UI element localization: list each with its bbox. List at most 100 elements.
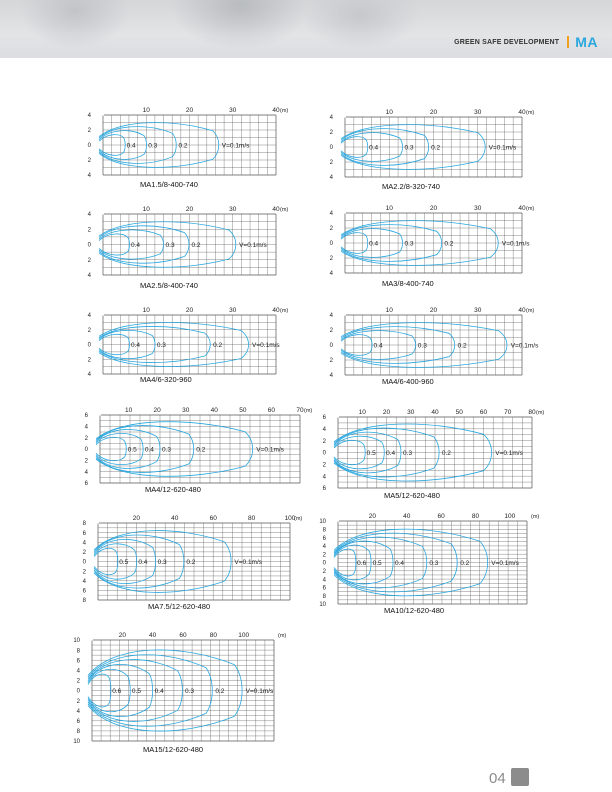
x-tick-label: 30 (407, 409, 415, 416)
throw-pattern-chart: 10 20 30 40 (m) 4 2 0 2 4 0.4 0.3 0.2 V=0.1m/s (81, 301, 294, 380)
label-backdrop (97, 522, 99, 524)
velocity-label: 0.2 (442, 450, 451, 457)
velocity-contour (95, 436, 127, 462)
y-tick-label: 6 (323, 586, 327, 592)
y-tick-label: 2 (323, 569, 327, 575)
velocity-label: 0.2 (458, 342, 467, 349)
velocity-contour (340, 322, 508, 368)
y-tick-label: 0 (88, 243, 92, 249)
y-tick-label: 6 (85, 413, 89, 419)
label-backdrop (102, 213, 104, 215)
velocity-contour (340, 334, 373, 356)
velocity-label: 0.5 (128, 446, 137, 453)
x-axis-unit: (m) (526, 110, 534, 116)
velocity-label: 0.3 (403, 450, 412, 457)
y-tick-label: 4 (330, 211, 334, 217)
velocity-label: 0.2 (179, 142, 188, 149)
x-tick-label: 20 (369, 513, 377, 520)
chart-caption: MA1.5/8-400-740 (140, 180, 198, 189)
x-axis-unit: (m) (280, 108, 288, 114)
velocity-contour (93, 539, 157, 584)
y-tick-label: 2 (88, 357, 92, 363)
velocity-contour (340, 326, 456, 364)
velocity-label: 0.3 (148, 142, 157, 149)
y-tick-label: 6 (83, 531, 87, 537)
y-tick-label: 0 (323, 451, 327, 457)
velocity-contour (98, 233, 130, 256)
velocity-label: 0.3 (185, 688, 194, 695)
velocity-contour (98, 229, 164, 260)
velocity-contour (98, 322, 249, 367)
y-tick-label: 6 (323, 536, 327, 542)
velocity-label: 0.4 (386, 450, 395, 457)
velocity-label: 0.4 (374, 342, 383, 349)
x-tick-label: 30 (229, 107, 237, 114)
x-axis-unit: (m) (280, 207, 288, 213)
y-tick-label: 2 (330, 328, 334, 334)
velocity-label: V=0.1m/s (489, 144, 517, 151)
velocity-label: 0.6 (112, 688, 121, 695)
velocity-label: 0.5 (373, 560, 382, 567)
x-tick-label: 40 (272, 307, 280, 314)
x-tick-label: 20 (186, 307, 194, 314)
velocity-contour (333, 540, 394, 585)
y-tick-label: 0 (88, 143, 92, 149)
x-axis-unit: (m) (278, 633, 286, 639)
y-tick-label: 10 (73, 739, 80, 745)
x-tick-label: 50 (239, 407, 247, 414)
velocity-contour (333, 439, 366, 466)
y-tick-label: 4 (330, 313, 334, 319)
x-tick-label: 60 (268, 407, 276, 414)
y-tick-label: 0 (85, 447, 89, 453)
y-tick-label: 4 (88, 313, 92, 319)
velocity-contour (98, 330, 156, 359)
x-tick-label: 40 (149, 632, 157, 639)
velocity-label: 0.3 (158, 559, 167, 566)
y-tick-label: 2 (330, 256, 334, 262)
label-backdrop (102, 114, 104, 116)
x-tick-label: 20 (430, 205, 438, 212)
y-tick-label: 0 (330, 343, 334, 349)
throw-pattern-chart: 10 20 30 40 (m) 4 2 0 2 4 0.4 0.3 0.2 V=0.1m/s (323, 301, 540, 381)
y-tick-label: 4 (83, 540, 87, 546)
y-tick-label: 4 (88, 173, 92, 179)
velocity-label: 0.3 (166, 242, 175, 249)
velocity-label: V=0.1m/s (234, 559, 262, 566)
y-tick-label: 4 (88, 212, 92, 218)
x-tick-label: 30 (229, 206, 237, 213)
x-tick-label: 50 (456, 409, 464, 416)
y-tick-label: 8 (83, 521, 87, 527)
y-tick-label: 2 (83, 550, 87, 556)
y-tick-label: 6 (77, 719, 81, 725)
label-backdrop (99, 414, 101, 416)
header-decoration (20, 0, 130, 50)
header-tagline: GREEN SAFE DEVELOPMENT (454, 38, 560, 46)
throw-pattern-chart: 20 40 60 80 100 (m) 10 8 6 4 2 0 2 4 6 8 10 0.6 0.5 0.4 0.3 0… (316, 507, 545, 610)
x-tick-label: 40 (431, 409, 439, 416)
velocity-contour (98, 333, 130, 356)
velocity-contour (340, 124, 486, 170)
x-tick-label: 80 (528, 409, 536, 416)
y-tick-label: 2 (85, 459, 89, 465)
x-axis-unit: (m) (294, 516, 302, 522)
y-tick-label: 2 (323, 463, 327, 469)
chart-caption: MA15/12-620-480 (143, 745, 204, 754)
header-decoration (170, 0, 310, 50)
y-tick-label: 0 (88, 343, 92, 349)
x-tick-label: 40 (171, 515, 179, 522)
y-tick-label: 6 (323, 415, 327, 421)
velocity-label: V=0.1m/s (511, 342, 539, 349)
velocity-contour (98, 130, 147, 160)
y-tick-label: 2 (323, 439, 327, 445)
x-tick-label: 20 (154, 407, 162, 414)
y-tick-label: 6 (85, 481, 89, 487)
y-tick-label: 4 (77, 709, 81, 715)
velocity-label: 0.3 (157, 342, 166, 349)
velocity-contour (333, 528, 489, 597)
y-tick-label: 4 (83, 579, 87, 585)
velocity-label: 0.6 (357, 560, 366, 567)
velocity-contour (98, 134, 126, 156)
